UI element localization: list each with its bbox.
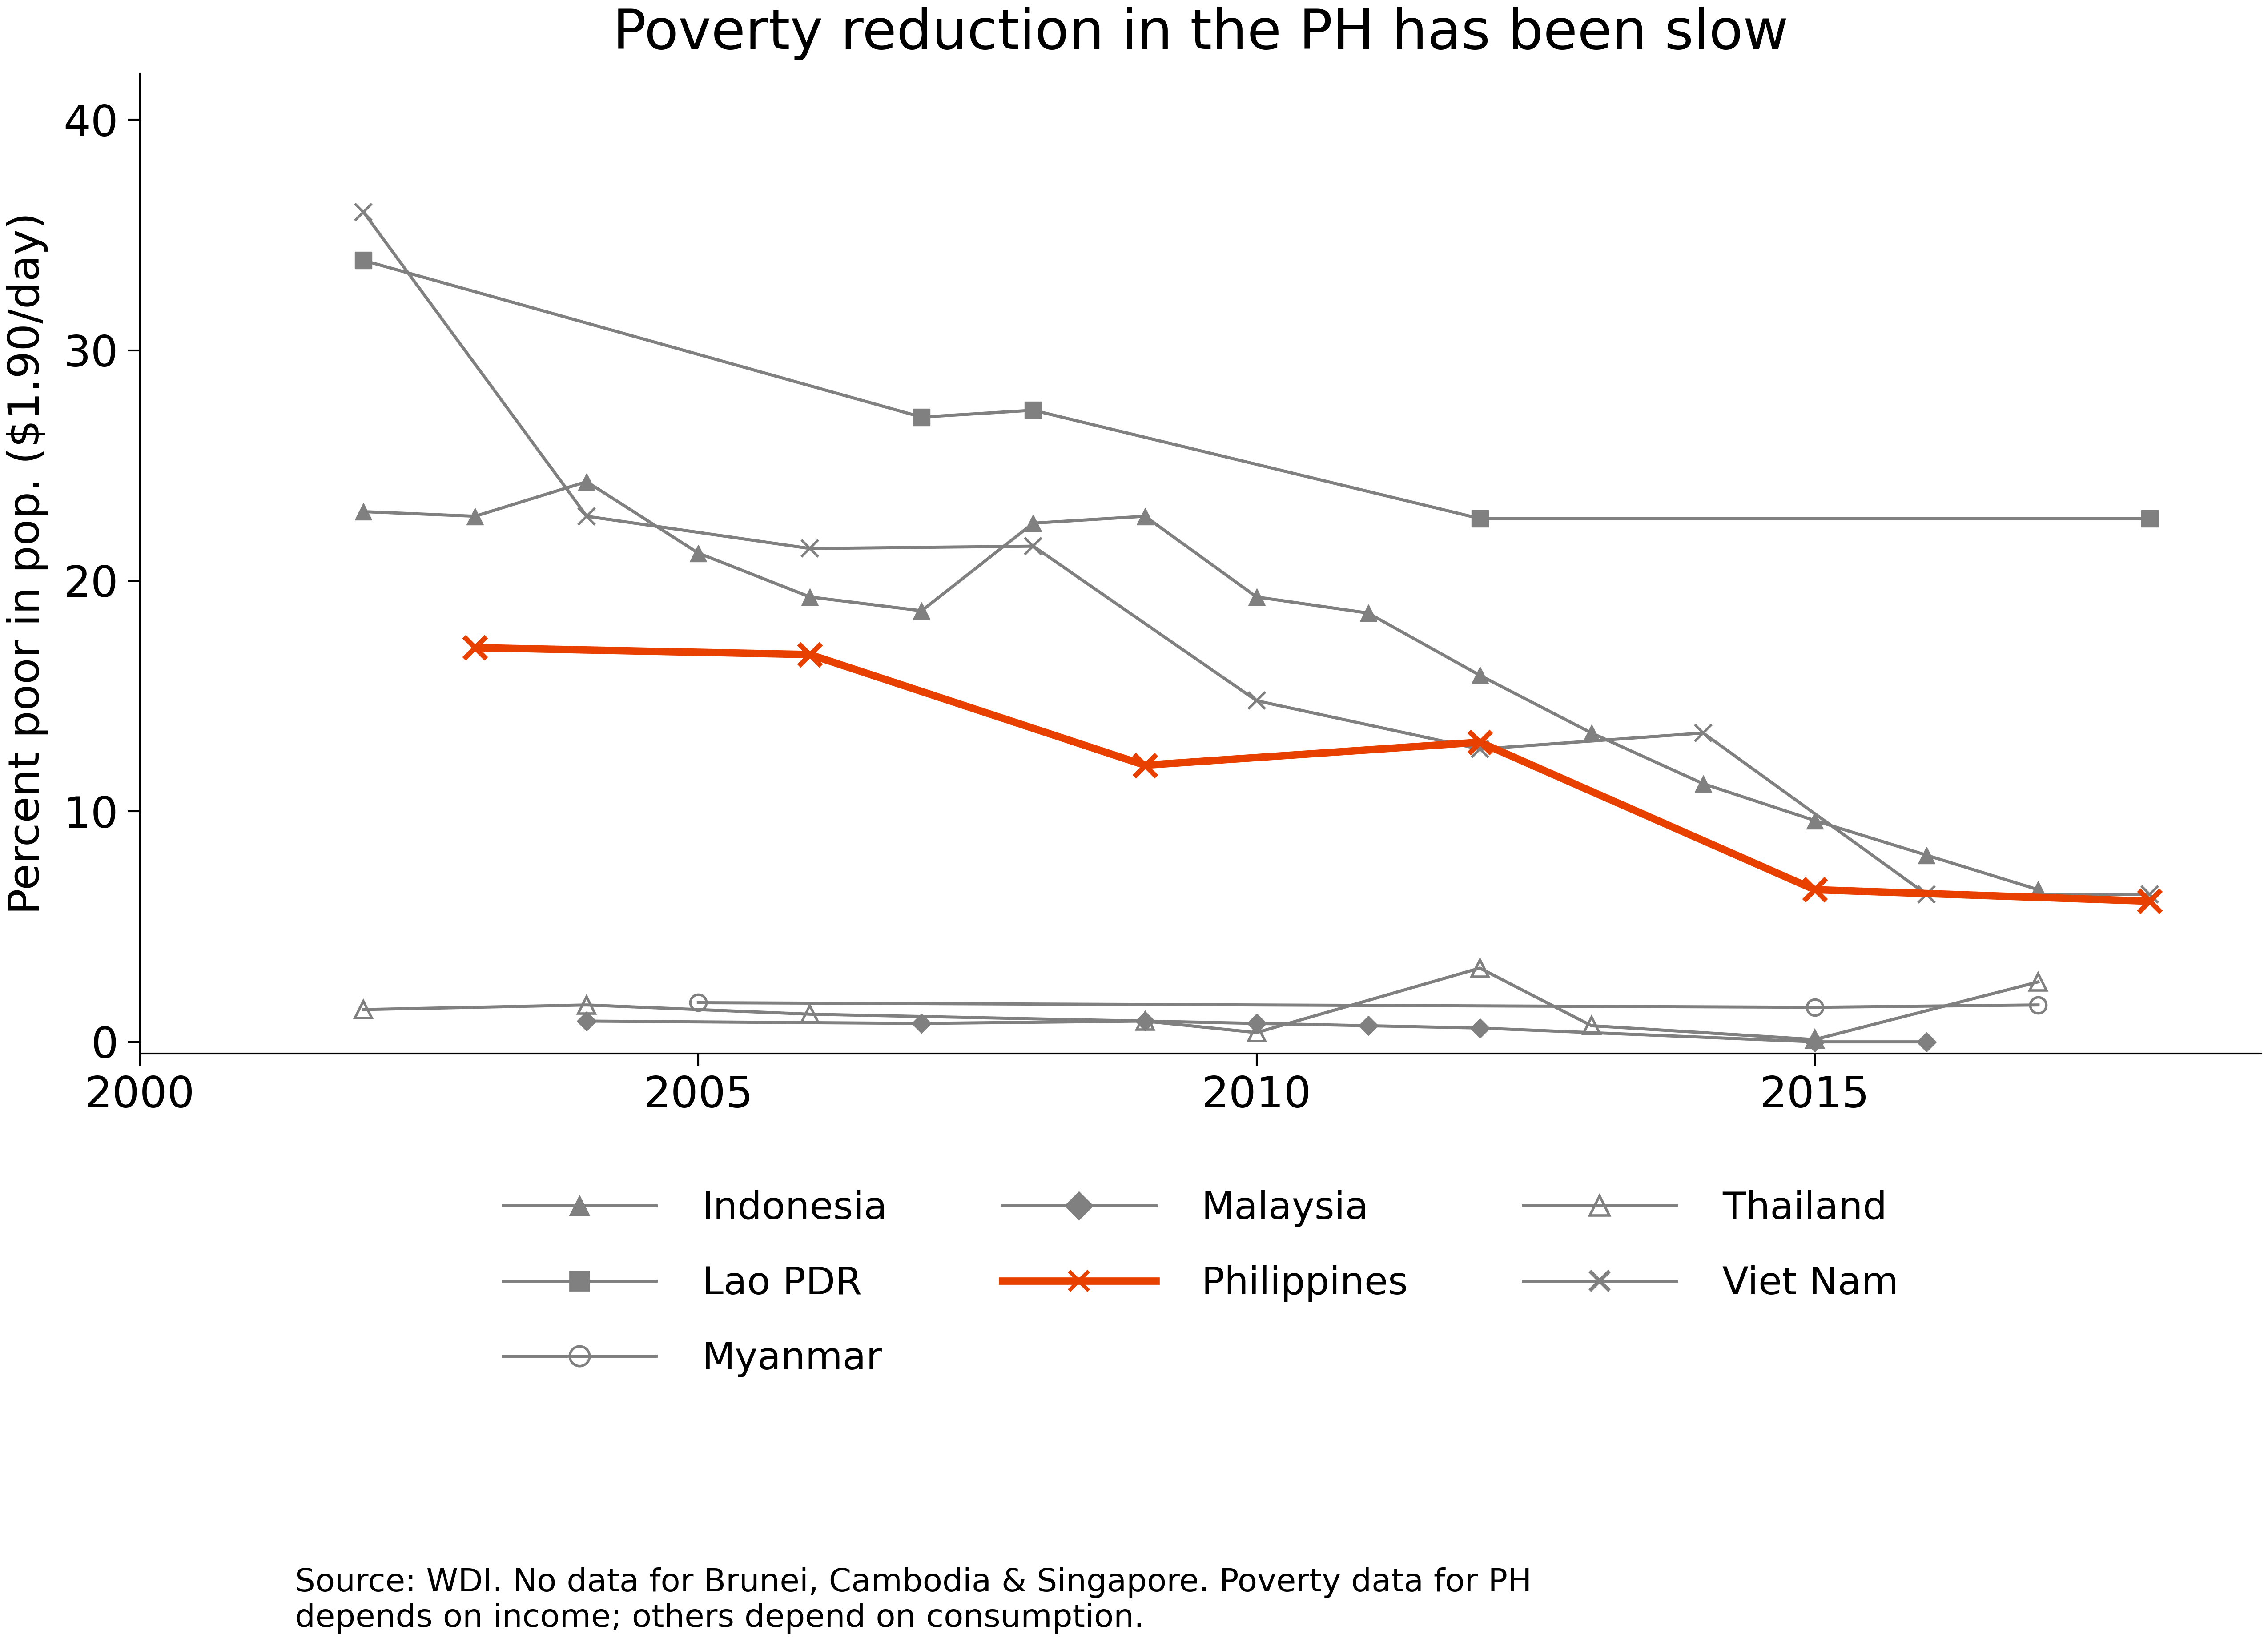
Philippines: [796, 645, 823, 665]
Lao PDR: [2136, 508, 2164, 528]
Indonesia: [1243, 587, 1270, 607]
Thailand: [1579, 1016, 1606, 1036]
Indonesia: [574, 472, 601, 492]
Viet Nam: [1912, 884, 1939, 904]
Legend: Indonesia, Lao PDR, Myanmar, Malaysia, Philippines, Thailand, Viet Nam: Indonesia, Lao PDR, Myanmar, Malaysia, P…: [503, 1190, 1898, 1378]
Philippines: [1801, 879, 1828, 899]
Line: Lao PDR: Lao PDR: [354, 252, 2159, 528]
Myanmar: [685, 993, 712, 1013]
Myanmar: [1801, 997, 1828, 1016]
Thailand: [2025, 972, 2053, 992]
Indonesia: [1021, 513, 1048, 533]
Indonesia: [349, 502, 376, 521]
Thailand: [574, 995, 601, 1015]
Line: Thailand: Thailand: [354, 959, 2046, 1048]
Line: Malaysia: Malaysia: [581, 1015, 1932, 1049]
Title: Poverty reduction in the PH has been slow: Poverty reduction in the PH has been slo…: [612, 7, 1789, 61]
Viet Nam: [349, 201, 376, 221]
Thailand: [1801, 1030, 1828, 1049]
Line: Myanmar: Myanmar: [689, 995, 2046, 1015]
Line: Indonesia: Indonesia: [354, 474, 2046, 898]
Lao PDR: [349, 251, 376, 271]
Viet Nam: [1021, 536, 1048, 556]
Indonesia: [1801, 810, 1828, 830]
Thailand: [349, 1000, 376, 1020]
Malaysia: [1801, 1031, 1828, 1051]
Indonesia: [685, 543, 712, 563]
Thailand: [1243, 1023, 1270, 1043]
Indonesia: [1465, 665, 1492, 685]
Indonesia: [1132, 507, 1159, 526]
Thailand: [1132, 1011, 1159, 1031]
Philippines: [2136, 891, 2164, 911]
Viet Nam: [574, 507, 601, 526]
Y-axis label: Percent poor in pop. ($1.90/day): Percent poor in pop. ($1.90/day): [7, 213, 48, 914]
Viet Nam: [1243, 691, 1270, 711]
Line: Viet Nam: Viet Nam: [354, 203, 2159, 903]
Malaysia: [1465, 1018, 1492, 1038]
Viet Nam: [2136, 884, 2164, 904]
Lao PDR: [907, 408, 934, 427]
Thailand: [796, 1005, 823, 1025]
Thailand: [1465, 959, 1492, 978]
Philippines: [1132, 756, 1159, 775]
Text: Source: WDI. No data for Brunei, Cambodia & Singapore. Poverty data for PH
depen: Source: WDI. No data for Brunei, Cambodi…: [295, 1568, 1531, 1634]
Malaysia: [1912, 1031, 1939, 1051]
Lao PDR: [1465, 508, 1492, 528]
Philippines: [460, 639, 488, 658]
Indonesia: [1354, 604, 1381, 624]
Indonesia: [796, 587, 823, 607]
Lao PDR: [1021, 401, 1048, 421]
Malaysia: [1354, 1016, 1381, 1036]
Line: Philippines: Philippines: [465, 637, 2161, 912]
Malaysia: [1132, 1011, 1159, 1031]
Indonesia: [460, 507, 488, 526]
Viet Nam: [1465, 739, 1492, 759]
Viet Nam: [796, 538, 823, 558]
Indonesia: [1690, 774, 1717, 794]
Indonesia: [1579, 723, 1606, 742]
Viet Nam: [1690, 723, 1717, 742]
Malaysia: [907, 1013, 934, 1033]
Indonesia: [907, 601, 934, 620]
Indonesia: [1912, 845, 1939, 865]
Philippines: [1465, 733, 1492, 752]
Myanmar: [2025, 995, 2053, 1015]
Indonesia: [2025, 879, 2053, 899]
Malaysia: [574, 1011, 601, 1031]
Malaysia: [1243, 1013, 1270, 1033]
